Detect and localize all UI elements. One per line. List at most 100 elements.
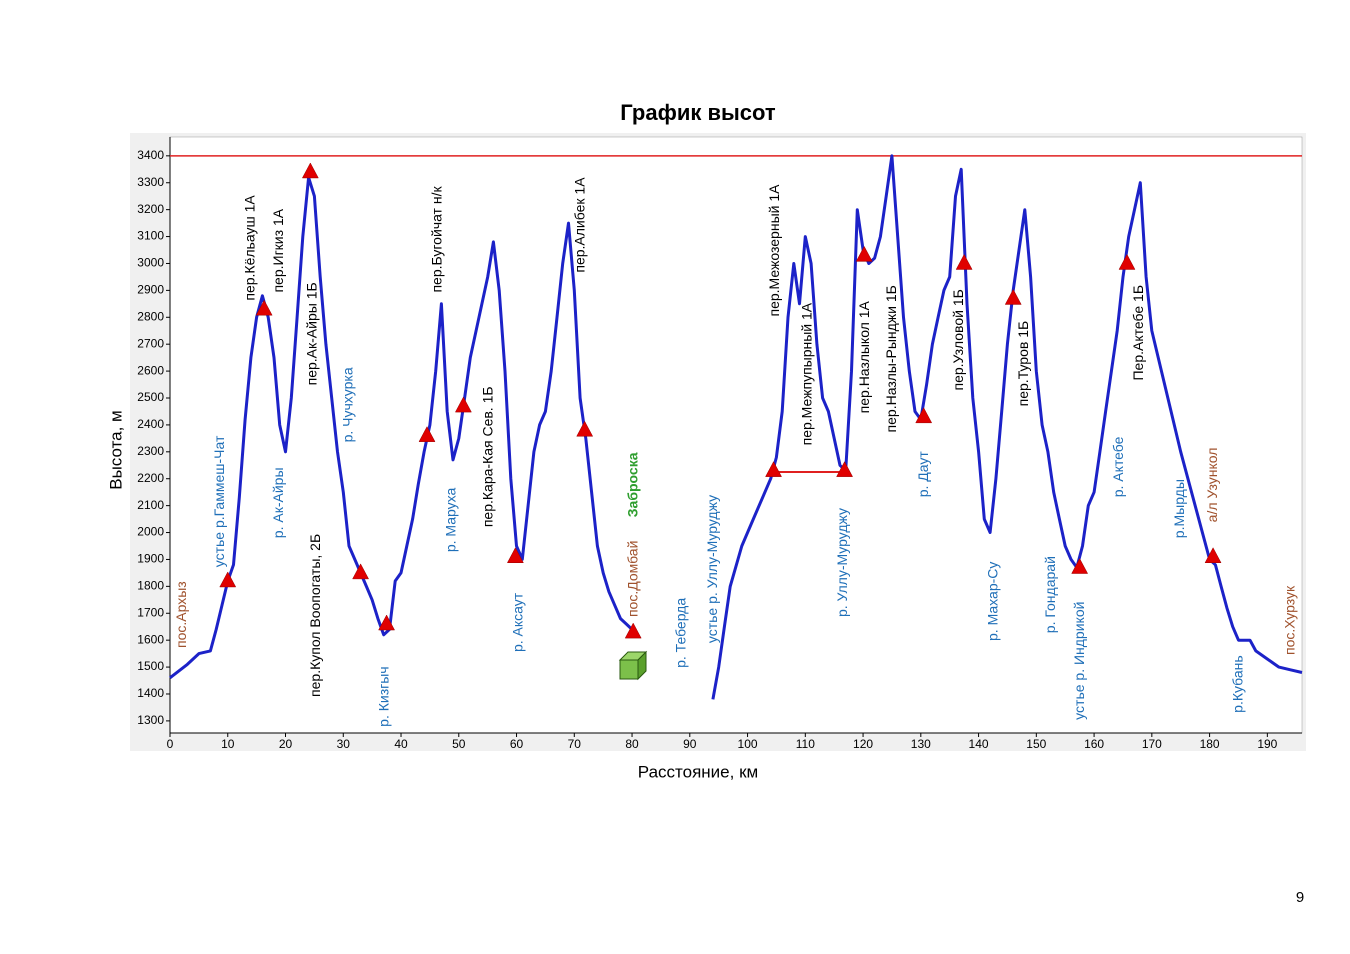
y-tick-label: 1900 [137,552,164,566]
x-tick-label: 160 [1084,737,1104,751]
y-axis-label: Высота, м [106,410,125,490]
annotation: р. Маруха [443,488,459,553]
annotation: пер.Назлы-Рынджи 1Б [883,285,899,432]
y-tick-label: 2600 [137,363,164,377]
x-tick-label: 120 [853,737,873,751]
pass-marker [836,461,853,477]
annotation: р. Ак-Айры [270,467,286,538]
pass-marker [576,420,594,437]
y-tick-label: 2000 [137,525,164,539]
annotation: р. Чучхурка [340,367,356,442]
annotation: р. Актебе [1110,436,1126,497]
pass-marker [378,614,395,631]
x-tick-label: 180 [1200,737,1220,751]
chart-title: График высот [620,100,776,125]
x-tick-label: 60 [510,737,524,751]
annotation: пер.Игкиз 1А [270,208,286,292]
pass-marker [855,245,873,262]
x-tick-label: 170 [1142,737,1162,751]
annotation: р. Даут [915,451,931,498]
annotation: пер.Межозерный 1А [766,184,782,317]
annotation: устье р. Индрикой [1071,602,1087,720]
pass-marker [955,253,973,270]
annotation: пос.Домбай [624,541,640,617]
x-tick-label: 130 [911,737,931,751]
annotation: пер.Назлыкол 1А [856,300,872,413]
page-number: 9 [1296,889,1304,906]
annotation: р.Кубань [1230,655,1246,713]
y-tick-label: 2800 [137,309,164,323]
annotation: а/л Узункол [1204,448,1220,523]
y-tick-label: 1500 [137,659,164,673]
annotation: пер.Кара-Кая Сев. 1Б [480,386,496,527]
pass-marker [1204,547,1222,564]
annotation: р. Кизгыч [376,666,392,726]
pass-marker [624,622,642,639]
y-tick-label: 2300 [137,444,164,458]
x-tick-label: 50 [452,737,466,751]
y-tick-label: 3000 [137,256,164,270]
y-tick-label: 1600 [137,632,164,646]
y-tick-label: 1400 [137,686,164,700]
pass-marker [1004,288,1022,305]
pass-marker [418,426,436,442]
y-tick-label: 2500 [137,390,164,404]
x-tick-label: 140 [969,737,989,751]
annotation: Заброска [624,452,640,517]
annotation: пер.Межпупырный 1А [798,302,814,445]
x-tick-label: 30 [337,737,351,751]
annotation: пос.Архыз [173,581,189,648]
x-tick-label: 0 [167,737,174,751]
x-tick-label: 20 [279,737,293,751]
pass-marker [454,396,472,413]
y-tick-label: 2200 [137,471,164,485]
x-tick-label: 90 [683,737,697,751]
x-tick-label: 190 [1257,737,1277,751]
x-tick-label: 70 [568,737,582,751]
pass-marker [255,299,273,316]
pass-marker [352,563,370,580]
annotation: р. Теберда [672,598,688,668]
y-tick-label: 2100 [137,498,164,512]
pass-marker [1071,557,1089,574]
x-tick-label: 150 [1026,737,1046,751]
pass-marker [506,547,524,564]
annotation: пос.Хурзук [1282,585,1298,655]
y-tick-label: 3100 [137,229,164,243]
pass-marker [301,162,319,179]
y-tick-label: 2900 [137,283,164,297]
y-tick-label: 1300 [137,713,164,727]
y-tick-label: 3400 [137,148,164,162]
pass-marker [765,461,782,477]
annotation: р. Гондарай [1042,556,1058,633]
x-tick-label: 10 [221,737,235,751]
plot-area [169,136,1303,734]
x-tick-label: 80 [625,737,639,751]
y-tick-label: 3200 [137,202,164,216]
x-tick-label: 40 [394,737,408,751]
y-tick-label: 1700 [137,605,164,619]
pass-marker [219,571,237,588]
pass-marker [915,407,933,424]
annotation: пер.Ак-Айры 1Б [303,282,319,385]
x-tick-label: 100 [738,737,758,751]
y-tick-label: 1800 [137,579,164,593]
annotation: устье р. Уллу-Муруджу [704,495,720,643]
y-tick-label: 2700 [137,336,164,350]
annotation: Пер.Актебе 1Б [1130,285,1146,381]
annotation: р. Аксаут [510,592,526,652]
annotation: пер.Бугойчат н/к [429,186,445,293]
annotation: пер.Алибек 1А [571,177,587,273]
annotation: устье р.Гаммеш-Чат [211,435,227,567]
x-tick-label: 110 [796,737,815,751]
annotation: пер.Узловой 1Б [950,289,966,390]
annotation: р. Уллу-Муруджу [834,508,850,617]
annotation: пер.Туров 1Б [1015,321,1031,407]
annotation: пер.Купол Воопогаты, 2Б [307,534,323,697]
y-tick-label: 2400 [137,417,164,431]
y-tick-label: 3300 [137,175,164,189]
pass-marker [1118,253,1136,270]
x-axis-label: Расстояние, км [638,762,758,781]
annotation: р. Махар-Су [984,562,1000,641]
